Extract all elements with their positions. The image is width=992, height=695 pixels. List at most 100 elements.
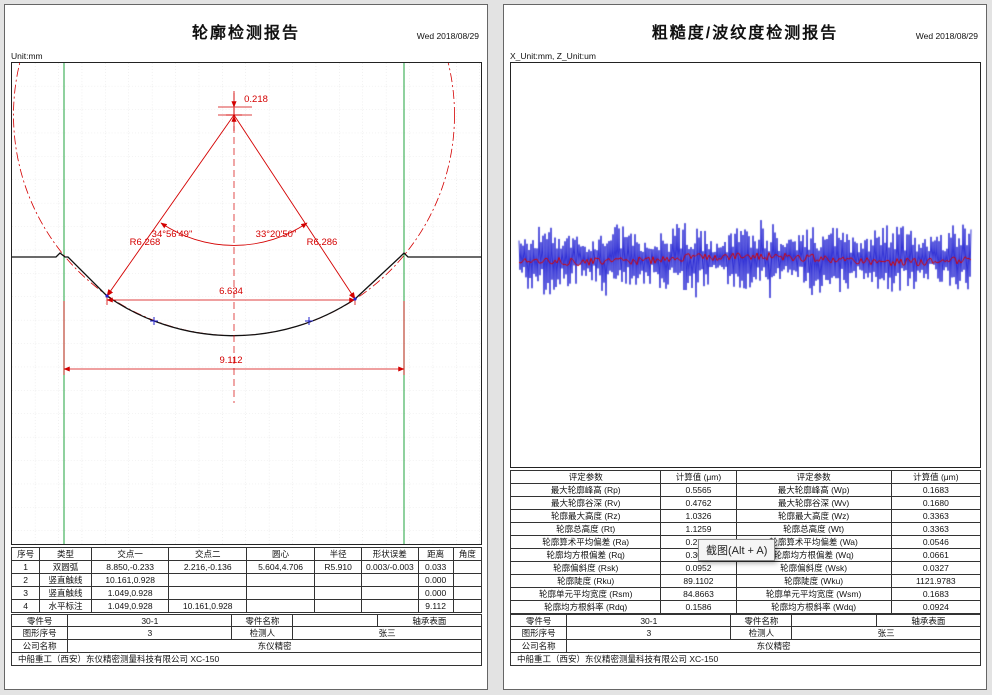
table-cell: 1.049,0.928 [90, 599, 170, 613]
company-full-line: 中船重工（西安）东仪精密测量科技有限公司 XC-150 [18, 654, 220, 664]
table-cell: 0.000 [417, 586, 454, 600]
table-cell [168, 586, 247, 600]
column-header: 评定参数 [509, 470, 662, 484]
table-cell: 5.604,4.706 [245, 560, 316, 574]
column-header: 评定参数 [735, 470, 892, 484]
company-full-line: 中船重工（西安）东仪精密测量科技有限公司 XC-150 [517, 654, 719, 664]
angle-dimension-arc [160, 222, 308, 246]
footer-row: 公司名称 东仪精密 [510, 640, 981, 653]
outer-dimension-label: 9.112 [219, 355, 242, 366]
column-header: 交点二 [168, 547, 247, 561]
table-cell [452, 573, 483, 587]
roughness-unit-label: X_Unit:mm, Z_Unit:um [510, 51, 596, 61]
screenshot-tooltip: 截图(Alt + A) [698, 539, 776, 561]
graph-no-value: 3 [68, 627, 233, 639]
table-cell: 0.1680 [890, 496, 982, 510]
table-cell: 9.112 [417, 599, 454, 613]
grid-background [12, 63, 481, 544]
table-row: 4 水平标注 1.049,0.928 10.161,0.928 9.112 [10, 599, 483, 613]
table-cell [314, 573, 363, 587]
radius-line-left [106, 114, 235, 297]
roughness-waveform-canvas [511, 63, 980, 467]
table-cell [168, 573, 247, 587]
roughness-report-title: 粗糙度/波纹度检测报告 [651, 25, 839, 42]
table-cell: 0.000 [417, 573, 454, 587]
profile-report-title: 轮廓检测报告 [191, 25, 300, 42]
table-cell: 最大轮廓峰高 (Wp) [735, 483, 892, 497]
graph-no-label: 图形序号 [12, 627, 69, 639]
table-row: 轮廓陡度 (Rku) 89.1102 轮廓陡度 (Wku) 1121.9783 [509, 574, 982, 588]
inspector-label: 检测人 [731, 627, 793, 639]
radius-line-right [233, 114, 356, 300]
table-cell: 2 [10, 573, 41, 587]
radius-left-label: R6.268 [130, 237, 161, 248]
company-label: 公司名称 [511, 640, 568, 652]
table-cell: 最大轮廓谷深 (Rv) [509, 496, 662, 510]
table-cell: 0.0327 [890, 561, 982, 575]
table-cell: 0.003/-0.003 [361, 560, 419, 574]
table-cell: 1 [10, 560, 41, 574]
top-dimension-label: 0.218 [244, 94, 268, 105]
table-row: 轮廓单元平均宽度 (Rsm) 84.8663 轮廓单元平均宽度 (Wsm) 0.168… [509, 587, 982, 601]
table-cell: 0.5565 [660, 483, 737, 497]
graph-no-value: 3 [567, 627, 732, 639]
table-cell: 最大轮廓谷深 (Wv) [735, 496, 892, 510]
radius-right-label: R6.286 [307, 237, 338, 248]
table-cell: 3 [10, 586, 41, 600]
roughness-report-footer: 零件号 30-1 零件名称 轴承表面 图形序号 3 检测人 张三 公司名称 东仪精密中船重工（西安… [510, 614, 981, 666]
table-cell [361, 586, 419, 600]
sample-point-markers [150, 317, 313, 325]
profile-report-footer: 零件号 30-1 零件名称 轴承表面 图形序号 3 检测人 张三 公司名称 东仪精密 中船重工（西安… [11, 614, 482, 666]
table-cell: 双圆弧 [39, 560, 92, 574]
table-cell: 轮廓均方根斜率 (Wdq) [735, 600, 892, 614]
table-cell: 轮廓偏斜度 (Rsk) [509, 561, 662, 575]
profile-drawing-svg: 0.218 R6.268 R6.286 34°56'49" 33°20'50" … [12, 63, 481, 544]
surface-name: 轴承表面 [412, 616, 447, 626]
table-cell: 轮廓均方根斜率 (Rdq) [509, 600, 662, 614]
table-cell [245, 573, 316, 587]
table-row: 轮廓最大高度 (Rz) 1.0326 轮廓最大高度 (Wz) 0.3363 [509, 509, 982, 523]
table-cell: 84.8663 [660, 587, 737, 601]
column-header: 角度 [452, 547, 483, 561]
column-header: 类型 [39, 547, 92, 561]
table-cell: 0.1683 [890, 483, 982, 497]
table-cell: 轮廓均方根偏差 (Rq) [509, 548, 662, 562]
table-cell [361, 573, 419, 587]
table-cell: R5.910 [314, 560, 363, 574]
inspector-label: 检测人 [232, 627, 294, 639]
table-cell: 轮廓偏斜度 (Wsk) [735, 561, 892, 575]
profile-report-panel: 轮廓检测报告 Wed 2018/08/29 Unit:mm [4, 4, 488, 690]
table-cell: 轮廓单元平均宽度 (Wsm) [735, 587, 892, 601]
footer-row: 公司名称 东仪精密 [11, 640, 482, 653]
table-cell: 轮廓陡度 (Wku) [735, 574, 892, 588]
table-cell: 轮廓总高度 (Rt) [509, 522, 662, 536]
profile-results-table: 序号 类型 交点一 交点二 圆心 半径 形状误差 距离 角度 1 双圆弧 8.850,-0.233 2.… [10, 547, 483, 613]
table-cell: 4 [10, 599, 41, 613]
table-row: 最大轮廓峰高 (Rp) 0.5565 最大轮廓峰高 (Wp) 0.1683 [509, 483, 982, 497]
footer-row: 图形序号 3 检测人 张三 [510, 627, 981, 640]
inspector-value: 张三 [378, 628, 396, 638]
part-name-label: 零件名称 [731, 615, 793, 626]
table-cell [452, 586, 483, 600]
part-no-value: 30-1 [68, 615, 233, 626]
company-label: 公司名称 [12, 640, 69, 652]
table-header-row: 序号 类型 交点一 交点二 圆心 半径 形状误差 距离 角度 [10, 547, 483, 561]
column-header: 序号 [10, 547, 41, 561]
table-cell: 水平标注 [39, 599, 92, 613]
table-cell: 0.0952 [660, 561, 737, 575]
profile-unit-label: Unit:mm [11, 51, 43, 61]
table-row: 轮廓总高度 (Rt) 1.1259 轮廓总高度 (Wt) 0.3363 [509, 522, 982, 536]
table-cell: 0.3363 [890, 522, 982, 536]
part-name-value [792, 615, 877, 626]
table-cell [452, 560, 483, 574]
footer-row: 零件号 30-1 零件名称 轴承表面 [510, 614, 981, 627]
table-cell: 1.1259 [660, 522, 737, 536]
column-header: 计算值 (μm) [660, 470, 737, 484]
table-cell: 8.850,-0.233 [90, 560, 170, 574]
company-value: 东仪精密 [756, 641, 791, 651]
profile-drawing-area: 0.218 R6.268 R6.286 34°56'49" 33°20'50" … [11, 62, 482, 545]
roughness-parameters-table: 评定参数 计算值 (μm) 评定参数 计算值 (μm) 最大轮廓峰高 (Rp) 0.556… [509, 470, 982, 614]
table-cell: 轮廓陡度 (Rku) [509, 574, 662, 588]
table-cell: 1.049,0.928 [90, 586, 170, 600]
table-cell: 89.1102 [660, 574, 737, 588]
